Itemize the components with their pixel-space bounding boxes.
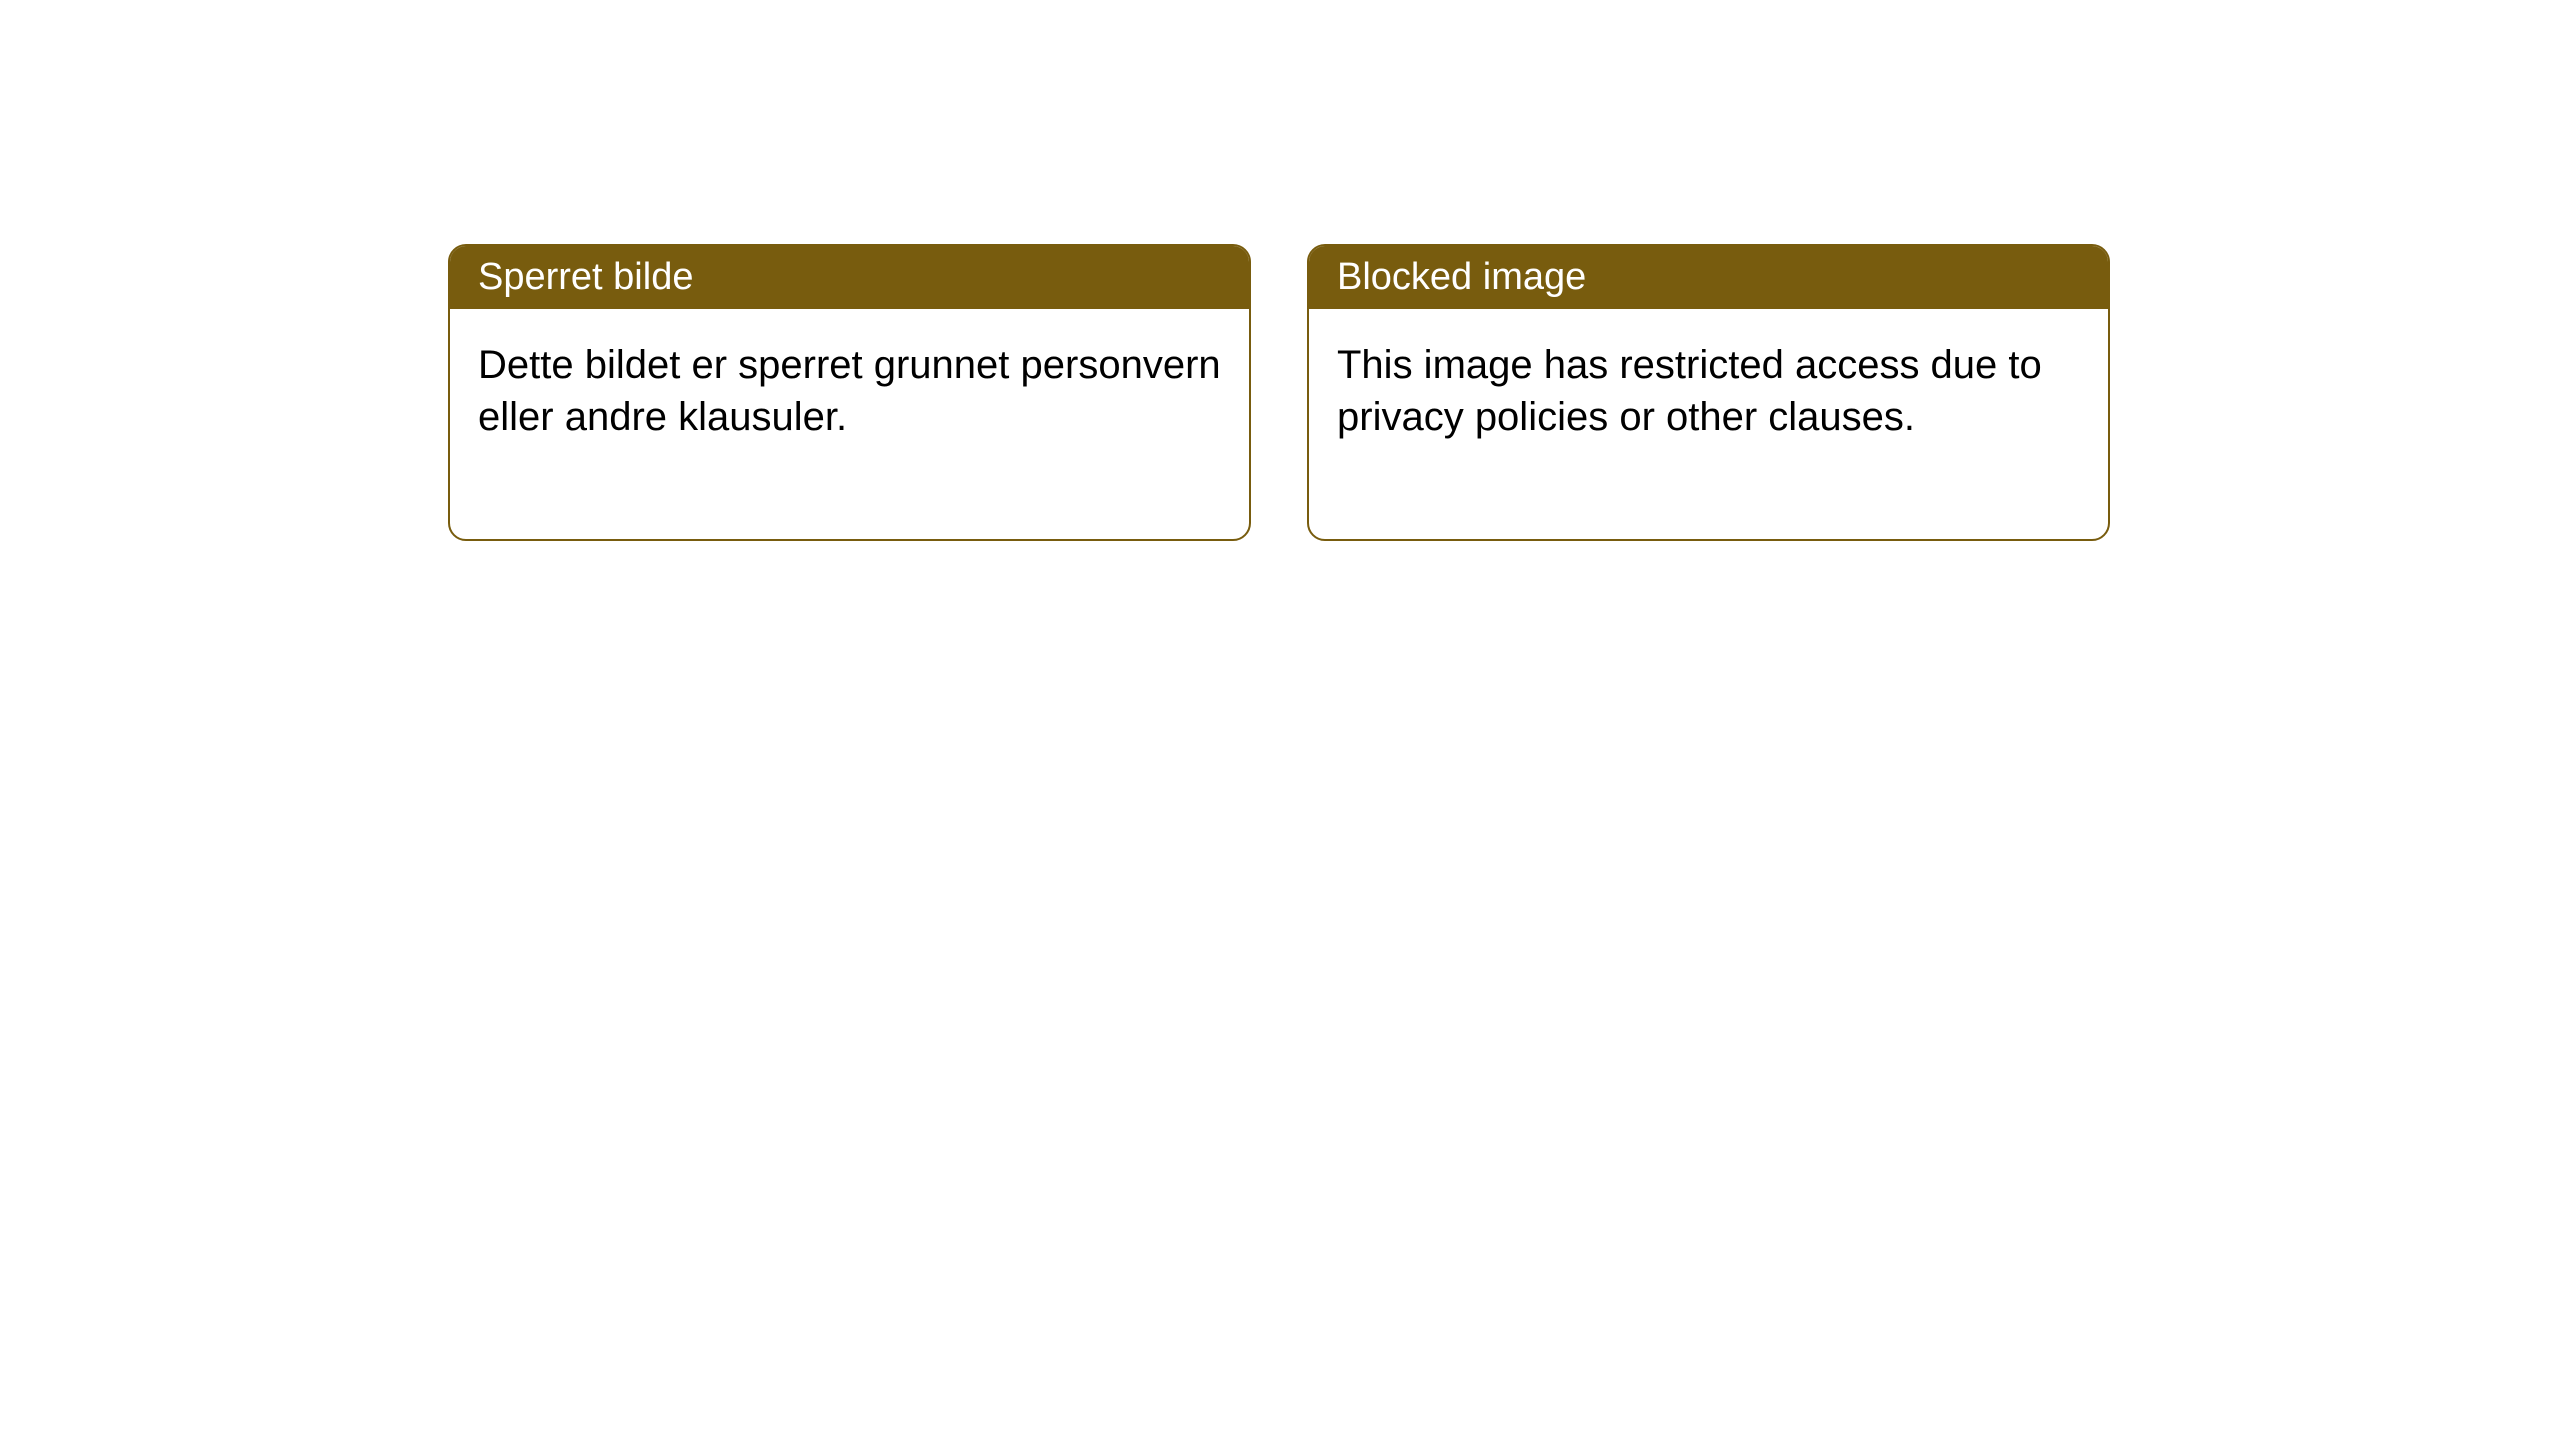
notice-card-english: Blocked image This image has restricted … (1307, 244, 2110, 541)
notice-container: Sperret bilde Dette bildet er sperret gr… (448, 244, 2110, 541)
card-body-text: Dette bildet er sperret grunnet personve… (478, 343, 1221, 439)
card-body: This image has restricted access due to … (1309, 309, 2108, 539)
card-title: Blocked image (1337, 256, 1586, 298)
card-header: Sperret bilde (450, 246, 1249, 309)
card-title: Sperret bilde (478, 256, 693, 298)
card-header: Blocked image (1309, 246, 2108, 309)
card-body-text: This image has restricted access due to … (1337, 343, 2042, 439)
notice-card-norwegian: Sperret bilde Dette bildet er sperret gr… (448, 244, 1251, 541)
card-body: Dette bildet er sperret grunnet personve… (450, 309, 1249, 539)
